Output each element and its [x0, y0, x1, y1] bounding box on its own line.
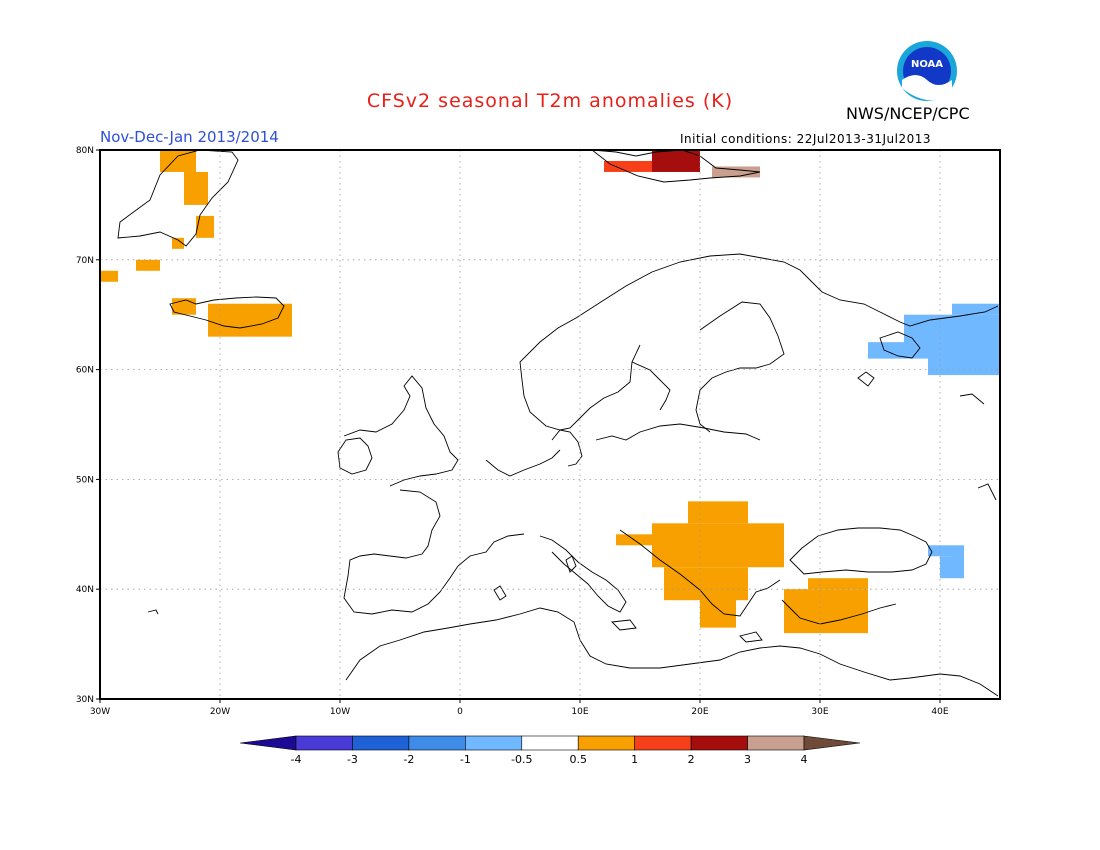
lat-tick-label: 30N — [76, 695, 94, 705]
colorbar-bin — [239, 735, 297, 751]
colorbar-bin — [521, 735, 579, 751]
colorbar-bin — [295, 735, 353, 751]
anomaly-cell-greenland-east — [160, 150, 196, 172]
colorbar-tick-label: -1 — [460, 753, 471, 766]
colorbar-bin — [690, 735, 748, 751]
colorbar-bin — [465, 735, 523, 751]
initial-conditions-label: Initial conditions: 22Jul2013-31Jul2013 — [680, 132, 932, 146]
anomaly-cell-greenland-southeast — [136, 259, 160, 271]
anomaly-cell-balkans — [688, 501, 748, 524]
anomaly-cell-balkans — [616, 534, 664, 546]
noaa-logo-icon: NOAA — [897, 41, 957, 101]
anomaly-cell-anatolia — [808, 578, 868, 590]
colorbar-bin — [634, 735, 692, 751]
lat-tick-label: 60N — [76, 366, 94, 376]
lon-tick-label: 20W — [210, 707, 230, 717]
anomaly-cell-svalbard-east — [712, 166, 760, 178]
colorbar-bin — [803, 735, 861, 751]
anomaly-cell-balkans — [700, 594, 736, 628]
anomaly-cell-iceland — [208, 303, 292, 337]
lat-tick-label: 50N — [76, 475, 94, 485]
map-title: CFSv2 seasonal T2m anomalies (K) — [366, 90, 734, 112]
colorbar-tick-label: 1 — [631, 753, 638, 766]
colorbar-tick-label: -3 — [347, 753, 358, 766]
anomaly-cell-caucasus — [928, 545, 952, 557]
lon-tick-label: 30E — [811, 707, 828, 717]
graticule — [100, 150, 1000, 699]
colorbar-tick-label: -4 — [291, 753, 302, 766]
anomaly-cell-anatolia — [832, 611, 844, 623]
anomaly-cell-anatolia — [784, 589, 868, 634]
anomaly-cell-greenland-east — [196, 215, 214, 238]
anomaly-cell-northwest-russia — [904, 314, 1000, 359]
anomaly-cell-svalbard-center — [652, 150, 700, 172]
lon-tick-label: 40E — [931, 707, 948, 717]
agency-label: NWS/NCEP/CPC — [846, 104, 970, 123]
lon-tick-label: 10W — [330, 707, 350, 717]
lon-tick-label: 10E — [571, 707, 588, 717]
colorbar-ticks: -4 -3 -2 -1 -0.5 0.5 1 2 3 4 — [291, 753, 808, 766]
lon-tick-label: 0 — [457, 707, 463, 717]
colorbar-bin — [747, 735, 805, 751]
anomaly-cell-northwest-russia — [952, 303, 1000, 315]
coastlines — [117, 149, 999, 697]
anomaly-cell-svalbard-west — [604, 160, 652, 172]
anomaly-cell-northwest-russia — [928, 353, 1000, 376]
anomaly-cell-greenland-southeast — [100, 270, 118, 282]
colorbar-tick-label: -2 — [403, 753, 414, 766]
colorbar-tick-label: 0.5 — [569, 753, 587, 766]
anomaly-cell-balkans — [652, 523, 784, 568]
colorbar-bin — [577, 735, 635, 751]
map-frame — [99, 149, 1001, 700]
lat-tick-label: 40N — [76, 585, 94, 595]
lon-tick-label: 20E — [691, 707, 708, 717]
axis-labels: 30W 20W 10W 0 10E 20E 30E 40E 80N 70N 60N 50N 40N 30N — [76, 146, 949, 717]
lat-tick-label: 80N — [76, 146, 94, 156]
logo-text: NOAA — [911, 59, 943, 70]
colorbar-tick-label: 4 — [801, 753, 808, 766]
colorbar-bins — [239, 735, 861, 751]
colorbar-tick-label: 2 — [688, 753, 695, 766]
lat-tick-label: 70N — [76, 256, 94, 266]
anomaly-fills — [100, 150, 1000, 634]
anomaly-cell-greenland-east — [172, 237, 184, 249]
colorbar-tick-label: -0.5 — [511, 753, 532, 766]
colorbar-tick-label: 3 — [744, 753, 751, 766]
lon-tick-label: 30W — [90, 707, 110, 717]
anomaly-cell-greenland-east — [184, 171, 208, 205]
colorbar-bin — [408, 735, 466, 751]
season-label: Nov-Dec-Jan 2013/2014 — [100, 128, 279, 146]
colorbar-bin — [352, 735, 410, 751]
anomaly-cell-caucasus — [952, 545, 964, 568]
